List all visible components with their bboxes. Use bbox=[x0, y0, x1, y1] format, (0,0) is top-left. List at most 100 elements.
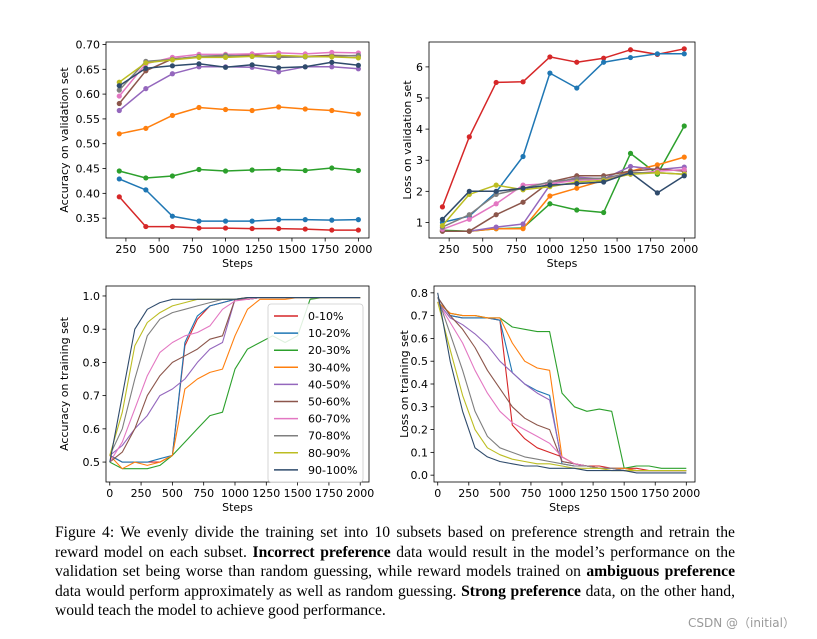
legend-label: 40-50% bbox=[308, 378, 350, 391]
series-line-40-50% bbox=[442, 165, 685, 232]
x-tick-label: 1500 bbox=[610, 487, 638, 500]
data-point bbox=[169, 213, 176, 219]
data-point bbox=[329, 165, 335, 171]
data-point bbox=[249, 167, 255, 173]
x-tick-label: 1750 bbox=[641, 487, 669, 500]
y-tick-label: 0.40 bbox=[76, 187, 101, 200]
x-tick-label: 2000 bbox=[344, 243, 372, 256]
y-tick-label: 0.7 bbox=[411, 310, 429, 323]
series-line-30-40% bbox=[437, 301, 687, 472]
x-tick-label: 500 bbox=[472, 243, 493, 256]
x-tick-label: 1000 bbox=[212, 243, 240, 256]
data-point bbox=[654, 51, 660, 57]
caption-bold-incorrect: Incorrect preference bbox=[252, 543, 391, 561]
data-point bbox=[276, 217, 282, 223]
y-axis-label: Loss on validation set bbox=[401, 80, 414, 200]
data-point bbox=[329, 54, 335, 60]
series-line-60-70% bbox=[118, 51, 359, 97]
data-point bbox=[355, 55, 361, 61]
data-point bbox=[547, 182, 553, 188]
data-point bbox=[222, 225, 229, 231]
data-point bbox=[654, 190, 660, 196]
x-tick-label: 500 bbox=[489, 487, 510, 500]
data-point bbox=[493, 201, 499, 207]
data-point bbox=[329, 217, 335, 223]
data-point bbox=[520, 153, 526, 160]
data-point bbox=[547, 193, 553, 199]
series-line-20-30% bbox=[119, 167, 359, 179]
data-point bbox=[574, 185, 580, 191]
legend-label: 30-40% bbox=[308, 361, 350, 374]
y-tick-label: 0.3 bbox=[411, 401, 429, 414]
data-point bbox=[196, 225, 202, 231]
legend-label: 60-70% bbox=[308, 413, 350, 426]
x-tick-label: 2000 bbox=[672, 487, 700, 500]
series-line-60-70% bbox=[437, 301, 687, 472]
legend-label: 90-100% bbox=[308, 464, 357, 477]
legend-box bbox=[267, 303, 364, 483]
data-point bbox=[601, 179, 607, 185]
y-tick-label: 6 bbox=[416, 61, 423, 74]
x-tick-label: 2000 bbox=[670, 243, 698, 256]
y-tick-label: 3 bbox=[416, 154, 423, 167]
data-point bbox=[302, 167, 308, 174]
series-line-20-30% bbox=[109, 297, 361, 470]
data-point bbox=[601, 209, 607, 216]
data-point bbox=[574, 180, 580, 187]
data-point bbox=[681, 154, 687, 160]
caption-label: Figure 4: bbox=[55, 524, 115, 541]
series-line-90-100% bbox=[441, 171, 685, 220]
data-point bbox=[355, 227, 361, 233]
x-tick-label: 1250 bbox=[569, 243, 597, 256]
figure-4-charts: 250 500 750 1000 1250 1500 1750 20000.350.400.4… bbox=[58, 38, 700, 514]
x-tick-label: 500 bbox=[149, 243, 170, 256]
data-point bbox=[249, 107, 255, 114]
data-point bbox=[439, 216, 446, 222]
x-tick-label: 1500 bbox=[603, 243, 631, 256]
data-point bbox=[627, 163, 634, 170]
data-point bbox=[143, 175, 149, 181]
y-tick-label: 0.55 bbox=[76, 113, 101, 126]
data-point bbox=[574, 207, 580, 213]
x-tick-label: 1750 bbox=[311, 243, 339, 256]
data-point bbox=[439, 222, 446, 229]
chart-top-left: 250 500 750 1000 1250 1500 1750 2000 0.35 0.40 0.4… bbox=[58, 38, 372, 270]
data-point bbox=[601, 55, 607, 61]
y-tick-label: 0.45 bbox=[76, 163, 101, 176]
series-line-0-10% bbox=[441, 48, 685, 208]
data-point bbox=[493, 79, 499, 86]
data-point bbox=[196, 54, 202, 60]
data-point bbox=[601, 59, 607, 65]
x-tick-label: 250 bbox=[458, 487, 479, 500]
data-point bbox=[547, 70, 553, 76]
series-line-10-20% bbox=[437, 297, 687, 472]
axes-frame bbox=[105, 41, 370, 239]
data-point bbox=[627, 54, 634, 61]
y-tick-label: 0.35 bbox=[76, 212, 101, 225]
data-point bbox=[329, 59, 335, 65]
data-point bbox=[196, 218, 202, 224]
data-point bbox=[169, 112, 176, 119]
data-point bbox=[654, 162, 660, 168]
y-tick-label: 5 bbox=[416, 92, 423, 105]
y-tick-label: 0.6 bbox=[83, 423, 101, 436]
data-point bbox=[116, 100, 122, 107]
data-point bbox=[143, 125, 149, 131]
data-point bbox=[143, 65, 149, 71]
data-point bbox=[329, 64, 335, 70]
series-line-50-60% bbox=[442, 168, 685, 232]
data-point bbox=[116, 168, 122, 174]
data-point bbox=[116, 87, 122, 93]
data-point bbox=[520, 226, 526, 232]
watermark: CSDN @（initial） bbox=[687, 616, 795, 630]
series-line-70-80% bbox=[437, 297, 687, 472]
x-tick-label: 1250 bbox=[579, 487, 607, 500]
y-tick-label: 1.0 bbox=[83, 290, 101, 303]
data-point bbox=[681, 46, 687, 52]
x-tick-label: 1750 bbox=[315, 487, 343, 500]
data-point bbox=[116, 176, 122, 182]
x-tick-label: 250 bbox=[131, 487, 152, 500]
y-tick-label: 0.5 bbox=[411, 355, 429, 368]
x-tick-label: 1250 bbox=[252, 487, 280, 500]
caption-text-3: data would perform approximately as well… bbox=[55, 582, 462, 600]
